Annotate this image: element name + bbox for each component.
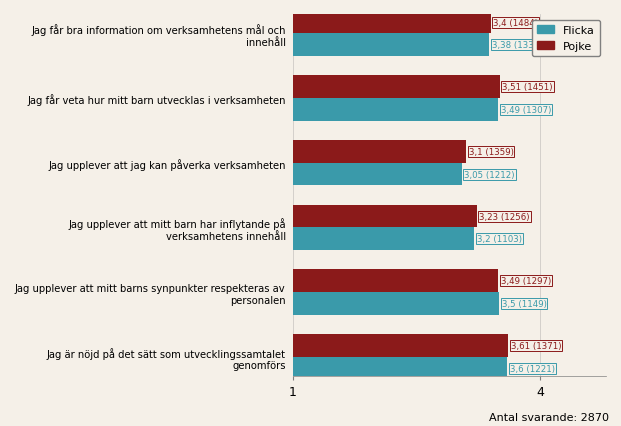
Text: 3,74 (1277): 3,74 (1277) bbox=[0, 425, 1, 426]
Text: 3,38 (1331): 3,38 (1331) bbox=[492, 41, 542, 50]
Text: Antal svarande: 2870: Antal svarande: 2870 bbox=[489, 412, 609, 422]
Text: 3,18 (1101): 3,18 (1101) bbox=[0, 425, 1, 426]
Bar bbox=[292, 205, 476, 228]
Legend: Flicka, Pojke: Flicka, Pojke bbox=[532, 20, 601, 57]
Text: 3,05 (1212): 3,05 (1212) bbox=[465, 170, 515, 179]
Bar bbox=[292, 35, 489, 57]
Text: 3,6 (1221): 3,6 (1221) bbox=[510, 364, 555, 373]
Bar bbox=[292, 270, 498, 292]
Text: 3,72 (1439): 3,72 (1439) bbox=[0, 425, 1, 426]
Bar bbox=[292, 228, 474, 250]
Text: 3,1 (1359): 3,1 (1359) bbox=[469, 147, 514, 157]
Text: 3,61 (1371): 3,61 (1371) bbox=[510, 341, 561, 350]
Text: 3,4 (1484): 3,4 (1484) bbox=[493, 19, 538, 28]
Text: 3,2 (1103): 3,2 (1103) bbox=[477, 235, 522, 244]
Bar bbox=[292, 334, 508, 357]
Bar bbox=[292, 163, 461, 186]
Text: 3,51 (1451): 3,51 (1451) bbox=[502, 83, 553, 92]
Bar bbox=[292, 399, 476, 421]
Bar bbox=[292, 421, 473, 426]
Text: 3,49 (1297): 3,49 (1297) bbox=[501, 276, 551, 285]
Text: 3,49 (1307): 3,49 (1307) bbox=[501, 106, 551, 115]
Text: 3,23 (1256): 3,23 (1256) bbox=[479, 212, 530, 221]
Bar bbox=[292, 141, 466, 163]
Bar bbox=[292, 99, 498, 121]
Bar bbox=[292, 12, 491, 35]
Text: 3,23 (1241): 3,23 (1241) bbox=[0, 425, 1, 426]
Bar bbox=[292, 292, 499, 315]
Bar bbox=[292, 357, 507, 380]
Bar bbox=[292, 76, 500, 99]
Text: 3,5 (1149): 3,5 (1149) bbox=[502, 299, 546, 308]
